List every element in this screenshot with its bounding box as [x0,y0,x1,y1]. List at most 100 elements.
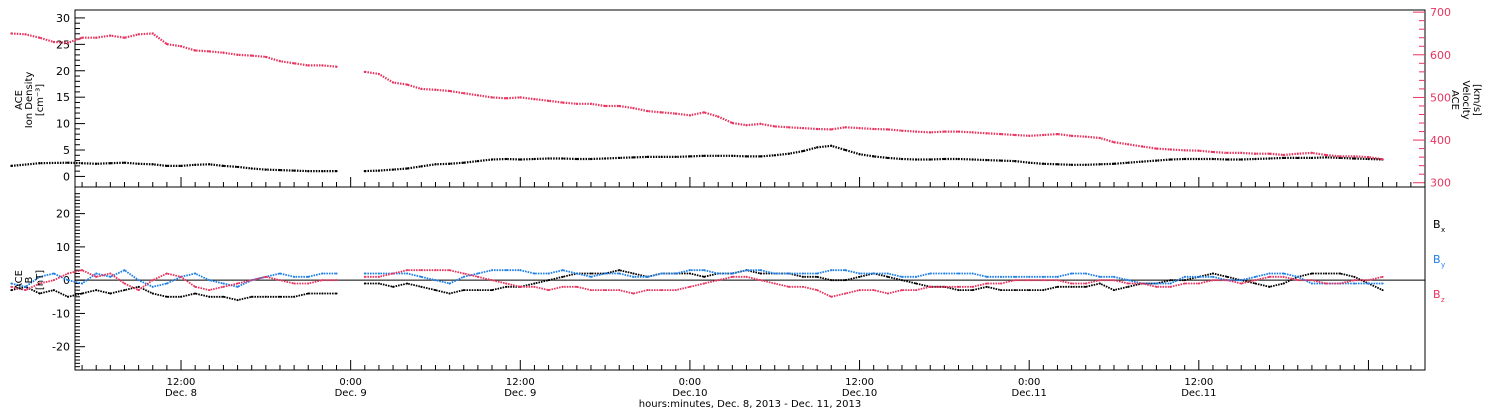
by-point [816,272,819,275]
bz-point [1042,279,1045,282]
ion-density-point [801,149,805,153]
velocity-point [830,128,833,131]
bz-point [929,285,932,288]
bx-point [618,269,621,272]
by-point [1070,272,1073,275]
bx-point [1169,279,1172,282]
bz-point [519,285,522,288]
velocity-point [1098,136,1101,140]
velocity-point [816,127,819,131]
bz-point [646,289,649,292]
velocity-axis-label-line2: Velocity [1460,80,1471,119]
bx-point [1325,272,1328,275]
velocity-point [151,32,154,35]
velocity-point [844,126,847,129]
bz-point [759,279,762,282]
ion-density-point [519,158,522,161]
bx-point [1339,272,1342,275]
bz-point [180,275,183,278]
field-tick-label: -20 [52,341,70,354]
ion-density-point [745,155,748,158]
density-tick-label: 25 [56,38,70,51]
bx-point [802,275,805,278]
velocity-point [80,36,84,39]
ion-density-point [1070,163,1073,166]
by-point [830,269,833,272]
bz-point [1098,279,1101,282]
bz-point [236,282,239,285]
velocity-point [1141,145,1144,148]
bx-point [886,275,889,278]
day-tick-label: Dec. 9 [504,388,536,399]
bz-point [406,269,409,272]
velocity-point [702,111,706,114]
bz-point [1084,282,1087,285]
field-axis-label-line3: [nT] [35,270,46,290]
velocity-point [533,98,536,101]
bz-point [1381,275,1384,278]
field-axis-tick-labels: 20 10 0 -10 -20 [52,208,70,354]
bz-point [773,282,776,285]
bz-point [1070,282,1073,285]
velocity-point [1042,133,1045,137]
by-point [434,279,437,282]
by-point [406,272,409,275]
velocity-axis-label-line3: [km/s] [1471,84,1482,116]
bx-point [1282,282,1285,285]
bz-point [250,279,253,282]
day-tick-label: Dec. 9 [335,388,367,399]
bx-point [420,285,423,288]
bz-point [1339,282,1342,285]
bx-point [109,292,112,295]
density-tick-label: 5 [63,144,70,157]
bz-point [505,282,508,285]
velocity-point [929,131,932,134]
ion-density-point [674,155,677,158]
velocity-point [1155,147,1158,150]
bx-point [1381,289,1384,292]
bx-point [66,295,69,298]
velocity-point [1296,152,1299,155]
ion-density-point [1324,156,1328,159]
bottom-panel-frame [74,186,1426,371]
ion-density-point [222,164,225,167]
by-point [632,275,635,278]
by-point [915,275,918,278]
by-point [957,272,960,275]
ion-density-point [929,158,932,161]
velocity-point [1183,149,1186,152]
by-point [363,272,366,275]
bx-point [10,289,13,292]
ion-density-point [1353,157,1356,160]
by-point [872,272,875,275]
ion-density-point [137,162,140,165]
ion-density-point [1155,159,1158,162]
bz-point [1197,282,1200,285]
velocity-point [604,104,607,108]
bz-point [660,289,663,292]
bz-point [787,285,790,288]
by-point [844,269,847,272]
bz-point [575,285,578,288]
density-axis-label-line3: [cm⁻³] [35,84,46,116]
ion-density-point [321,170,324,173]
by-point [420,275,423,278]
bz-point [293,282,296,285]
bz-point [1014,279,1017,282]
by-point [321,272,324,275]
bz-point [476,275,479,278]
field-tick-label: 20 [56,208,70,221]
velocity-point [293,62,296,65]
bx-point [208,295,211,298]
bx-point [999,289,1002,292]
by-point [1353,282,1356,285]
velocity-point [38,36,41,39]
ion-density-point [151,163,154,166]
ion-density-point [1296,156,1299,160]
velocity-point [222,51,225,54]
by-point [24,285,27,288]
velocity-point [250,54,253,57]
ion-density-point [307,170,310,173]
time-tick-label: 12:00 [506,377,535,388]
ion-density-point [646,155,649,158]
